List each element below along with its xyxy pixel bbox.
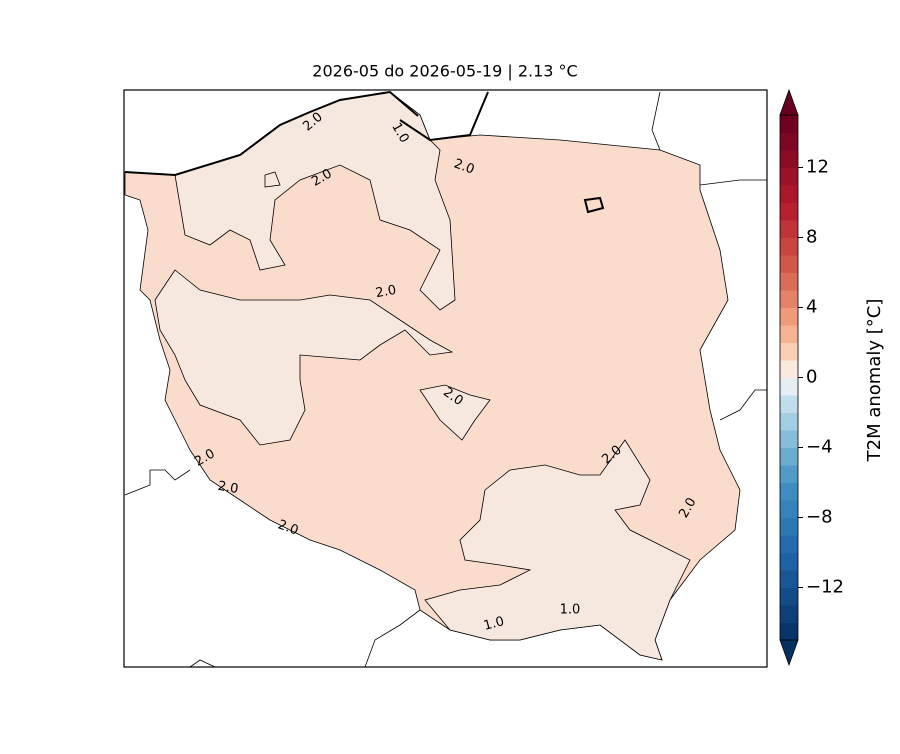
lighter-regions (154, 91, 691, 661)
neighbour-borders (124, 91, 767, 668)
colorbar-tick-label: 4 (806, 297, 817, 318)
colorbar-band (780, 132, 798, 151)
map-frame (123, 89, 768, 668)
colorbar-tick-label: −4 (806, 437, 833, 458)
colorbar-label: T2M anomaly [°C] (864, 299, 885, 463)
colorbar-band (780, 220, 798, 238)
coastline (124, 90, 419, 177)
colorbar-band (780, 552, 798, 571)
colorbar-band (780, 237, 798, 256)
colorbar-band (780, 605, 798, 623)
colorbar-extend (779, 639, 799, 667)
colorbar-band (780, 360, 798, 378)
colorbar-extend (779, 88, 799, 116)
contour-label: 1.0 (560, 603, 581, 618)
colorbar-band (780, 255, 798, 273)
colorbar-band (780, 517, 798, 536)
colorbar-band (780, 377, 798, 396)
colorbar-band (780, 290, 798, 308)
colorbar-band (780, 482, 798, 501)
colorbar-band (780, 622, 798, 641)
map (123, 89, 768, 668)
colorbar-band (780, 535, 798, 553)
contour-label: 2.0 (452, 156, 477, 177)
colorbar-band (780, 307, 798, 326)
colorbar-tick-label: 8 (806, 227, 817, 248)
colorbar-band (780, 342, 798, 361)
colorbar-tick-label: −8 (806, 507, 833, 528)
colorbar-band (780, 570, 798, 588)
colorbar-band (780, 272, 798, 291)
colorbar-band (780, 167, 798, 186)
colorbar-tick-label: 12 (806, 157, 829, 178)
colorbar-band (780, 587, 798, 606)
contour-label: 2.0 (217, 479, 240, 497)
contour-label: 2.0 (276, 517, 301, 538)
title: 2026-05 do 2026-05-19 | 2.13 °C (312, 62, 577, 81)
colorbar-band (780, 202, 798, 221)
colorbar-band (780, 412, 798, 431)
coastline (399, 91, 489, 142)
colorbar-tick-label: 0 (806, 367, 817, 388)
lake (583, 196, 605, 214)
colorbar-band (780, 115, 798, 133)
colorbar-band (780, 150, 798, 168)
colorbar-tick-label: −12 (806, 577, 844, 598)
colorbar: 12 8 4 0 −4 −8 −12 (779, 88, 844, 667)
colorbar-band (780, 500, 798, 518)
colorbar-band (780, 185, 798, 203)
colorbar-band (780, 465, 798, 483)
colorbar-band (780, 430, 798, 448)
contour-label: 1.0 (482, 614, 506, 634)
colorbar-band (780, 395, 798, 413)
colorbar-band (780, 325, 798, 343)
contour-label: 2.0 (375, 283, 398, 301)
colorbar-band (780, 447, 798, 466)
